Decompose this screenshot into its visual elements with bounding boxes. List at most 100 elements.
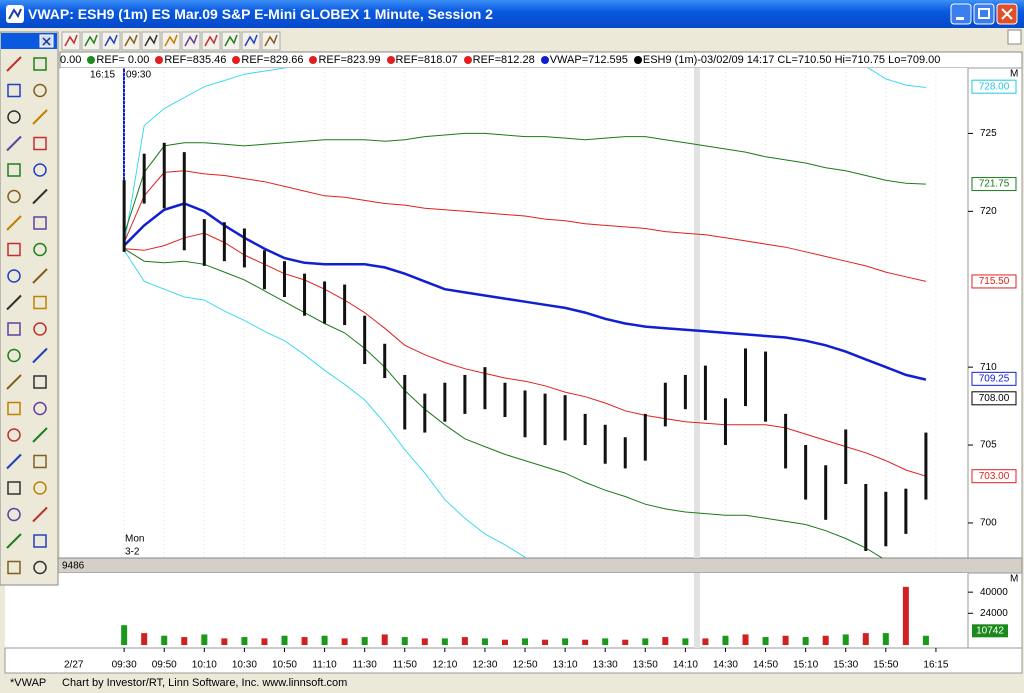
price-bar xyxy=(262,250,266,290)
icon-glyph xyxy=(7,507,21,522)
band-line xyxy=(123,248,884,558)
band-line xyxy=(123,132,926,235)
price-label-box xyxy=(971,177,1017,192)
price-bar xyxy=(663,382,667,427)
toolbar-button[interactable] xyxy=(141,31,161,51)
band-line xyxy=(123,170,927,282)
price-bar xyxy=(162,142,166,209)
volume-bar xyxy=(582,639,589,645)
price-label: 708.00 xyxy=(979,393,1010,404)
toolbar-button[interactable] xyxy=(181,31,201,51)
volume-bar xyxy=(862,633,869,645)
price-bar xyxy=(523,390,527,438)
x-tick-label: 13:30 xyxy=(593,660,618,671)
toolbar-button[interactable] xyxy=(161,31,181,51)
price-bar xyxy=(764,351,768,422)
volume-bar xyxy=(161,635,168,645)
toolbar-button[interactable] xyxy=(221,31,241,51)
title-bar: VWAP: ESH9 (1m) ES Mar.09 S&P E-Mini GLO… xyxy=(0,0,1024,28)
icon-glyph xyxy=(32,109,48,125)
icon-glyph xyxy=(7,401,21,416)
icon-glyph xyxy=(32,506,48,523)
corner-label: 16:15 xyxy=(90,70,115,81)
volume-bar xyxy=(902,586,909,645)
volume-bar xyxy=(241,637,248,645)
time-axis xyxy=(4,647,1023,674)
icon-glyph xyxy=(7,163,21,177)
volume-tick-label: 24000 xyxy=(980,608,1008,619)
volume-bar xyxy=(842,634,849,645)
corner-label: 09:30 xyxy=(126,70,151,81)
toolbar-button[interactable] xyxy=(61,31,81,51)
legend-text: REF=818.07 xyxy=(395,54,458,66)
icon-glyph xyxy=(32,188,48,205)
icon-glyph xyxy=(6,56,22,72)
glyph xyxy=(978,8,990,19)
icon-glyph xyxy=(6,294,22,311)
band-line xyxy=(123,202,927,381)
toolbar-button[interactable] xyxy=(261,31,281,51)
legend-text: REF= 0.00 xyxy=(96,54,150,66)
volume-bar xyxy=(682,638,689,645)
x-tick-label: 10:30 xyxy=(232,660,257,671)
pane-marker: M xyxy=(1010,69,1018,80)
price-bar xyxy=(583,413,587,446)
y-tick-label: 725 xyxy=(980,128,997,139)
drawing-toolbar xyxy=(0,31,59,586)
x-tick-label: 10:50 xyxy=(272,660,297,671)
volume-bar xyxy=(802,637,809,645)
icon-glyph xyxy=(7,110,21,124)
price-bar xyxy=(503,382,507,417)
icon-glyph xyxy=(164,34,178,47)
maximize-button[interactable] xyxy=(973,3,995,25)
icon-glyph xyxy=(33,375,47,389)
toolbar-button[interactable] xyxy=(241,31,261,51)
volume-bar xyxy=(221,638,228,645)
x-tick-label: 11:30 xyxy=(353,660,378,671)
price-label-box xyxy=(971,79,1017,94)
volume-bar xyxy=(762,637,769,645)
pane-divider xyxy=(4,557,1023,574)
price-bar xyxy=(784,413,788,469)
toolbar-button[interactable] xyxy=(121,31,141,51)
minimize-button[interactable] xyxy=(950,3,972,25)
x-tick-label: 14:50 xyxy=(753,660,778,671)
icon-glyph xyxy=(7,83,21,98)
icon-glyph xyxy=(32,347,48,364)
legend-dot xyxy=(232,56,241,64)
toolbar-button[interactable] xyxy=(101,31,121,51)
band-line xyxy=(124,232,927,477)
icon-glyph xyxy=(6,453,22,470)
price-label: 703.00 xyxy=(979,471,1010,482)
icon-glyph xyxy=(33,57,47,71)
icon-glyph xyxy=(33,322,47,336)
volume-tick-label: 40000 xyxy=(980,587,1008,598)
credit: Chart by Investor/RT, Linn Software, Inc… xyxy=(62,677,348,689)
price-bar xyxy=(282,261,286,298)
toolbar-button[interactable] xyxy=(201,31,221,51)
volume-bar xyxy=(782,635,789,645)
price-bar xyxy=(864,483,868,551)
x-tick-label: 15:30 xyxy=(833,660,858,671)
volume-pane xyxy=(5,573,968,648)
price-bar xyxy=(443,382,447,422)
price-bar xyxy=(623,437,627,469)
price-bar xyxy=(723,398,727,446)
x-tick-label: 12:30 xyxy=(472,660,497,671)
price-bar xyxy=(643,413,647,461)
x-tick-label: 13:50 xyxy=(633,660,658,671)
icon-glyph xyxy=(7,189,21,204)
menu-button[interactable] xyxy=(1007,29,1022,45)
price-bar xyxy=(563,395,567,441)
volume-bar xyxy=(702,638,709,645)
legend-text: VWAP=712.595 xyxy=(549,54,628,66)
volume-bar xyxy=(181,637,188,645)
price-bar xyxy=(844,429,848,484)
toolbar-button[interactable] xyxy=(81,31,101,51)
icon-glyph xyxy=(7,242,21,257)
price-label: 728.00 xyxy=(979,81,1010,92)
x-tick-label: 14:30 xyxy=(713,660,738,671)
volume-bar xyxy=(281,635,288,645)
volume-bar xyxy=(882,633,889,645)
volume-bar xyxy=(381,634,388,645)
